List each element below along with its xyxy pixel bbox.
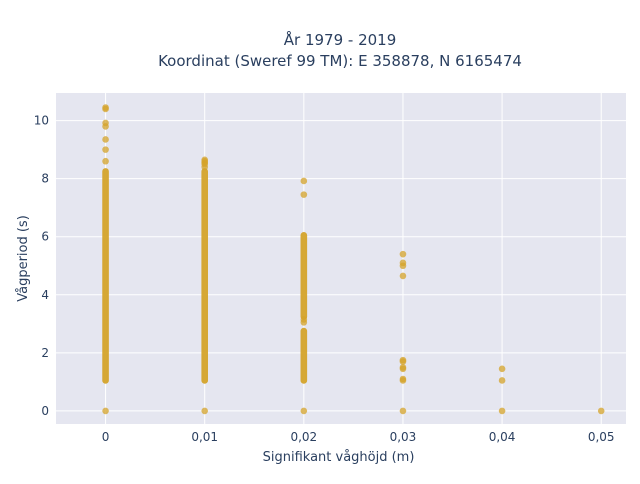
data-point: [102, 104, 109, 111]
x-axis-title: Signifikant våghöjd (m): [263, 450, 415, 465]
y-tick-label: 4: [41, 288, 49, 302]
chart-title-line-2: Koordinat (Sweref 99 TM): E 358878, N 61…: [158, 52, 522, 70]
y-tick-label: 2: [41, 346, 49, 360]
x-tick-label: 0,01: [191, 430, 218, 444]
data-point: [300, 177, 308, 185]
data-point: [597, 407, 605, 415]
grid-lines: [56, 93, 626, 424]
data-point: [399, 407, 407, 415]
data-point: [498, 365, 506, 373]
data-point: [102, 146, 109, 153]
x-tick-label: 0,03: [390, 430, 417, 444]
data-point: [102, 119, 109, 127]
data-point-band: [201, 168, 208, 384]
data-point: [399, 375, 407, 383]
y-axis-title: Vågperiod (s): [16, 215, 31, 302]
data-point: [399, 272, 407, 280]
data-point-band: [300, 327, 308, 384]
y-axis-ticks: 0 2 4 6 8 10: [34, 114, 49, 418]
data-point: [399, 356, 407, 364]
data-point: [399, 250, 407, 258]
data-point: [102, 157, 109, 165]
data-point-band: [102, 168, 109, 384]
x-tick-label: 0: [102, 430, 110, 444]
y-tick-label: 6: [41, 230, 49, 244]
data-point: [300, 407, 308, 415]
data-points: [102, 104, 605, 415]
data-point: [399, 259, 407, 267]
x-tick-label: 0,02: [290, 430, 317, 444]
data-point: [201, 407, 208, 415]
y-tick-label: 10: [34, 114, 49, 128]
x-tick-label: 0,05: [588, 430, 615, 444]
data-point: [102, 136, 109, 143]
data-point: [102, 407, 109, 415]
data-point: [300, 191, 308, 198]
data-point: [399, 364, 407, 371]
data-point-band: [300, 231, 308, 320]
x-axis-ticks: 0 0,01 0,02 0,03 0,04 0,05: [102, 430, 615, 444]
y-tick-label: 8: [41, 172, 49, 186]
data-point: [201, 156, 208, 164]
data-point: [498, 377, 506, 384]
data-point: [498, 407, 506, 415]
y-tick-label: 0: [41, 404, 49, 418]
plot-background: [56, 93, 626, 424]
x-tick-label: 0,04: [489, 430, 516, 444]
chart-title-line-1: År 1979 - 2019: [284, 30, 397, 49]
data-point: [300, 316, 308, 323]
